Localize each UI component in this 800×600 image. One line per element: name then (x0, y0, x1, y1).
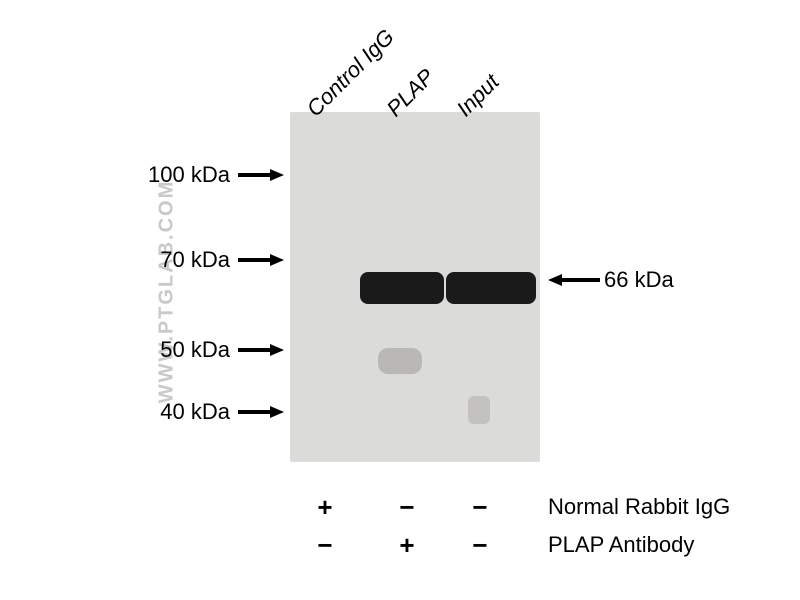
watermark-text: WWW.PTGLAB.COM (155, 180, 178, 404)
condition-symbol: + (392, 530, 422, 561)
condition-symbol: + (310, 492, 340, 523)
mw-arrow-head (270, 169, 284, 181)
smudge (378, 348, 422, 374)
condition-symbol: − (392, 492, 422, 523)
target-arrow-head (548, 274, 562, 286)
target-arrow-line (562, 278, 600, 282)
mw-label: 50 kDa (130, 337, 230, 363)
band (446, 272, 536, 304)
mw-arrow-head (270, 344, 284, 356)
figure-container: WWW.PTGLAB.COM Control IgGPLAPInput 100 … (0, 0, 800, 600)
mw-label: 40 kDa (130, 399, 230, 425)
mw-arrow-line (238, 173, 270, 177)
band (360, 272, 444, 304)
mw-arrow-line (238, 348, 270, 352)
mw-arrow-line (238, 410, 270, 414)
condition-symbol: − (465, 492, 495, 523)
smudge (468, 396, 490, 424)
target-label: 66 kDa (604, 267, 674, 293)
mw-arrow-head (270, 406, 284, 418)
mw-label: 100 kDa (130, 162, 230, 188)
mw-arrow-head (270, 254, 284, 266)
mw-arrow-line (238, 258, 270, 262)
condition-symbol: − (465, 530, 495, 561)
condition-label: Normal Rabbit IgG (548, 494, 730, 520)
condition-label: PLAP Antibody (548, 532, 694, 558)
condition-symbol: − (310, 530, 340, 561)
mw-label: 70 kDa (130, 247, 230, 273)
